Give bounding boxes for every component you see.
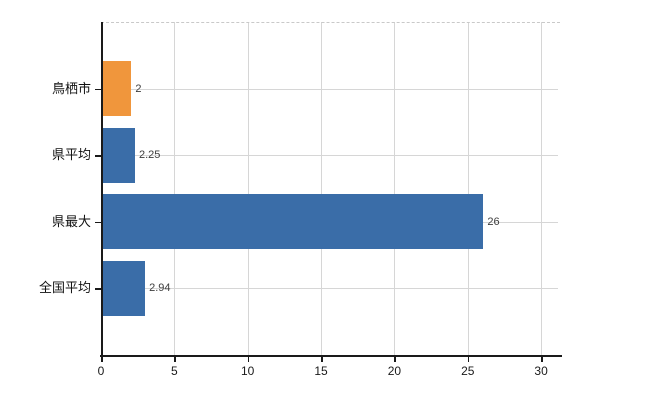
x-tick-label: 10	[241, 364, 255, 378]
x-axis-line	[100, 355, 562, 357]
x-tick-label: 20	[387, 364, 402, 378]
grid-line-vertical	[467, 22, 469, 355]
x-tick-mark	[321, 357, 323, 362]
category-label: 県最大	[51, 213, 91, 229]
grid-line-vertical	[394, 22, 396, 355]
bar	[102, 194, 484, 250]
x-tick-mark	[101, 357, 103, 362]
y-tick-mark	[95, 155, 101, 157]
x-tick-mark	[467, 357, 470, 362]
x-tick-label: 30	[534, 364, 548, 378]
bar-value-label: 2.94	[149, 282, 171, 295]
x-tick-mark	[174, 357, 176, 362]
x-tick-mark	[541, 357, 543, 362]
y-axis-line	[101, 22, 103, 356]
x-tick-label: 0	[97, 364, 105, 378]
bar-value-label: 2	[135, 82, 142, 95]
bar	[102, 61, 132, 117]
bar-value-label: 26	[487, 215, 500, 228]
x-tick-label: 25	[461, 364, 475, 378]
x-tick-label: 5	[171, 364, 178, 378]
grid-line-horizontal	[101, 155, 558, 157]
category-label: 県平均	[51, 147, 91, 163]
x-tick-mark	[394, 357, 396, 362]
grid-line-vertical	[541, 22, 543, 355]
bar	[102, 127, 135, 183]
category-label: 鳥栖市	[51, 80, 91, 96]
grid-line-vertical	[174, 22, 176, 355]
bar	[102, 260, 146, 316]
y-tick-mark	[95, 221, 101, 224]
grid-line-vertical	[321, 22, 323, 355]
bar-value-label: 2.25	[139, 149, 161, 162]
grid-line-horizontal	[101, 88, 558, 90]
category-label: 全国平均	[38, 280, 91, 296]
y-tick-mark	[95, 288, 101, 290]
x-tick-label: 15	[314, 364, 328, 378]
grid-line-vertical	[247, 22, 249, 355]
plot-top-border	[101, 22, 560, 23]
x-tick-mark	[247, 357, 250, 362]
y-tick-mark	[95, 88, 101, 91]
grid-line-horizontal	[101, 288, 558, 290]
